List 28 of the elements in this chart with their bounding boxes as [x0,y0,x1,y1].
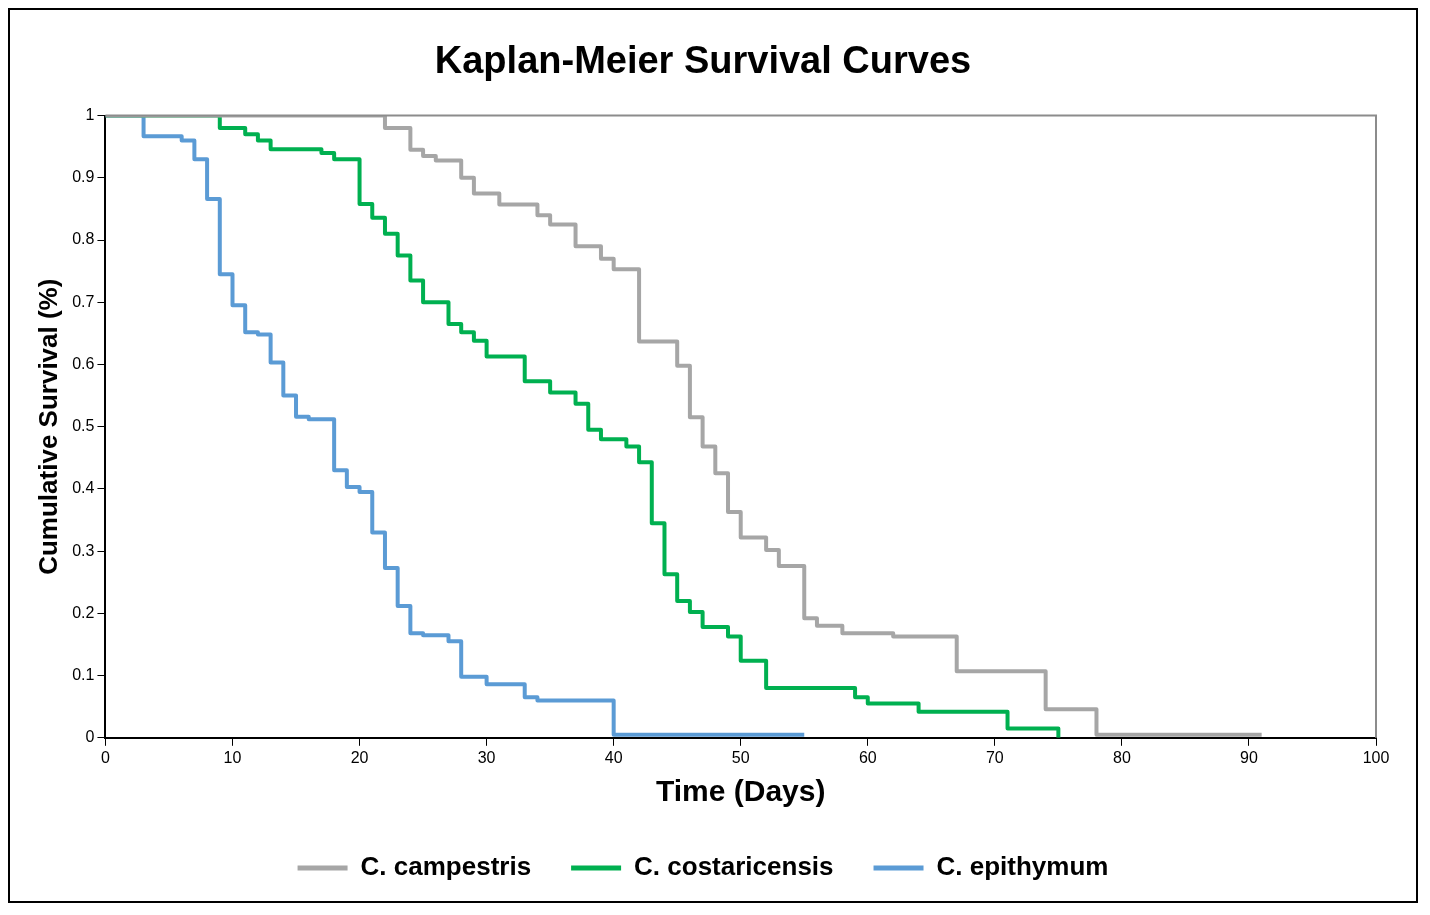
y-tick-label: 0.8 [72,230,95,248]
x-tick-label: 40 [604,748,623,766]
x-tick-label: 90 [1240,748,1258,766]
y-tick-label: 0.6 [72,354,95,372]
chart-title: Kaplan-Meier Survival Curves [434,39,972,82]
x-tick-label: 60 [858,748,877,766]
y-tick-label: 0.3 [72,541,95,559]
x-tick-label: 20 [350,748,369,766]
legend-label: C. costaricensis [634,851,834,882]
x-tick-label: 50 [731,748,750,766]
y-tick-label: 0.9 [72,168,95,186]
x-tick-label: 30 [477,748,496,766]
y-tick-label: 0.1 [72,665,95,683]
legend-label: C. epithymum [936,851,1109,882]
x-tick-label: 70 [985,748,1004,766]
x-tick-label: 100 [1362,748,1390,766]
y-tick-label: 0.4 [72,479,95,497]
y-tick-label: 0.2 [72,603,95,621]
x-axis-title: Time (Days) [655,774,826,808]
y-axis-title: Cumulative Survival (%) [32,278,63,575]
x-tick-label: 10 [223,748,242,766]
x-tick-label: 80 [1112,748,1131,766]
y-tick-label: 0 [85,728,95,746]
x-tick-label: 0 [100,748,110,766]
y-tick-label: 1 [85,106,95,124]
y-tick-label: 0.5 [72,417,95,435]
legend-label: C. campestris [360,851,532,882]
y-tick-label: 0.7 [72,292,95,310]
